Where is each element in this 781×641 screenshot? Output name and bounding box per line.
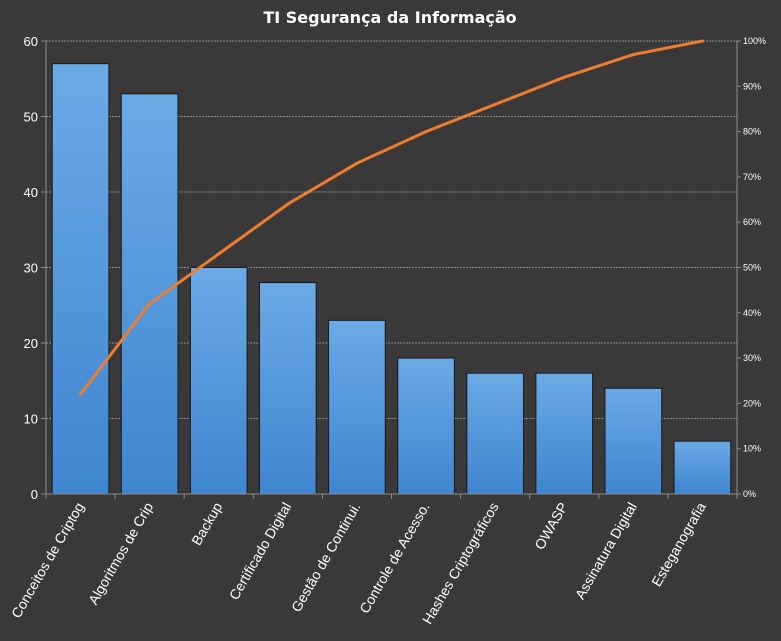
x-tick-label: Controle de Acesso. xyxy=(356,500,433,617)
bar xyxy=(120,93,179,495)
y-tick-label: 30 xyxy=(24,261,38,276)
y2-tick-label: 90% xyxy=(743,81,761,91)
y2-tick-label: 40% xyxy=(743,308,761,318)
bar xyxy=(604,387,663,495)
y2-tick-label: 20% xyxy=(743,398,761,408)
x-tick-label: Backup xyxy=(188,499,225,548)
y-tick-label: 40 xyxy=(24,185,38,200)
x-tick-label: Esteganografia xyxy=(648,499,709,589)
y2-tick-label: 0% xyxy=(743,489,756,499)
bar xyxy=(397,357,455,495)
bar xyxy=(328,319,386,495)
line-point xyxy=(700,39,704,43)
line-point xyxy=(355,161,359,165)
line-point xyxy=(79,392,83,396)
x-tick-label: Assinatura Digital xyxy=(572,500,640,602)
x-tick-label: Conceitos de Criptog xyxy=(8,500,87,621)
bar xyxy=(673,440,732,495)
y2-tick-label: 100% xyxy=(743,36,766,46)
y-tick-label: 20 xyxy=(24,336,38,351)
x-tick-label: Gestão de Continui. xyxy=(288,500,364,615)
line-point xyxy=(493,102,497,106)
bar xyxy=(535,372,594,495)
line-point xyxy=(562,75,566,79)
y2-tick-label: 70% xyxy=(743,172,761,182)
cumulative-line-path xyxy=(79,39,704,396)
x-tick-label: Hashes Criptográficos xyxy=(419,500,502,627)
line-point xyxy=(424,130,428,134)
bar xyxy=(189,267,248,495)
y2-tick-label: 60% xyxy=(743,217,761,227)
x-tick-label: Algoritmos de Crip xyxy=(85,499,157,607)
y2-tick-label: 30% xyxy=(743,353,761,363)
y-tick-label: 0 xyxy=(31,487,38,502)
cumulative-line xyxy=(79,39,704,396)
y-tick-label: 60 xyxy=(24,34,38,49)
x-tick-label: Certificado Digital xyxy=(226,500,295,603)
x-tick-label: OWASP xyxy=(531,500,571,553)
y-axis-ticks: 0 10 20 30 40 50 60 xyxy=(24,34,46,502)
y2-tick-label: 10% xyxy=(743,444,761,454)
y2-tick-label: 50% xyxy=(743,263,761,273)
bar xyxy=(51,63,110,495)
line-point xyxy=(217,252,221,256)
y2-axis-ticks: 0% 10% 20% 30% 40% 50% 60% 70% 80% 90% 100% xyxy=(737,36,766,499)
bar xyxy=(466,372,524,495)
y-tick-label: 10 xyxy=(24,412,38,427)
line-point xyxy=(148,302,152,306)
chart-title: TI Segurança da Informação xyxy=(263,8,516,27)
y2-tick-label: 80% xyxy=(743,127,761,137)
y-tick-label: 50 xyxy=(24,110,38,125)
line-point xyxy=(286,202,290,206)
bar xyxy=(259,282,317,495)
bars xyxy=(51,63,732,495)
line-point xyxy=(631,53,635,57)
